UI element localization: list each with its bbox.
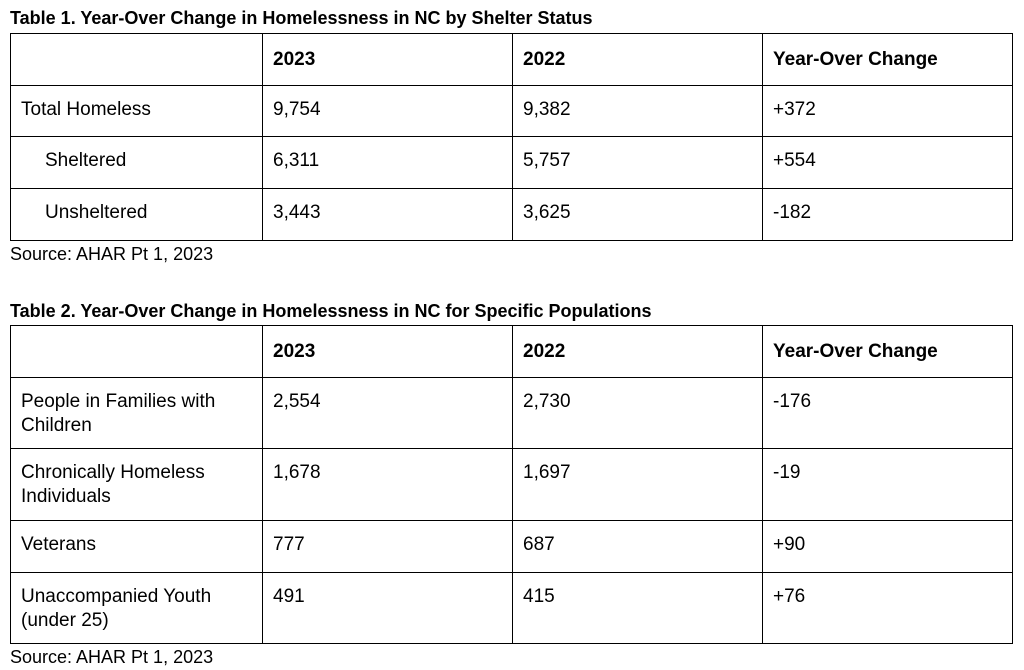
table: 2023 2022 Year-Over Change People in Famili… [10,325,1013,644]
table-cell: 9,754 [262,85,513,137]
header-cell: 2023 [262,325,513,378]
row-label: Total Homeless [10,85,263,137]
header-cell: 2022 [512,325,763,378]
table-cell: +76 [762,572,1013,644]
header-cell: Year-Over Change [762,33,1013,86]
table-cell: 5,757 [512,136,763,189]
table-row: Unsheltered 3,443 3,625 -182 [10,188,1013,241]
header-row: 2023 2022 Year-Over Change [10,33,1013,86]
header-cell [10,33,263,86]
table-row: Veterans 777 687 +90 [10,520,1013,573]
table-cell: 9,382 [512,85,763,137]
source-note: Source: AHAR Pt 1, 2023 [10,647,214,667]
table-cell: 2,730 [512,377,763,449]
table-title: Table 1. Year-Over Change in Homelessnes… [10,8,593,28]
table-cell: 3,443 [262,188,513,241]
row-label: Unaccompanied Youth (under 25) [10,572,263,644]
row-label: Sheltered [10,136,263,189]
header-cell [10,325,263,378]
row-label: Unsheltered [10,188,263,241]
table-row: Sheltered 6,311 5,757 +554 [10,136,1013,189]
table-cell: 3,625 [512,188,763,241]
table-cell: 491 [262,572,513,644]
table-cell: -182 [762,188,1013,241]
table-cell: 777 [262,520,513,573]
row-label: People in Families with Children [10,377,263,449]
table-row: People in Families with Children 2,554 2,7… [10,377,1013,449]
table-row: Chronically Homeless Individuals 1,678 1,6… [10,448,1013,521]
table-cell: 687 [512,520,763,573]
table-cell: +554 [762,136,1013,189]
table-row: Total Homeless 9,754 9,382 +372 [10,85,1013,137]
table-cell: +90 [762,520,1013,573]
source-note: Source: AHAR Pt 1, 2023 [10,244,214,264]
header-cell: 2022 [512,33,763,86]
table-cell: -176 [762,377,1013,449]
table-cell: 2,554 [262,377,513,449]
table-title: Table 2. Year-Over Change in Homelessnes… [10,301,652,321]
table: 2023 2022 Year-Over Change Total Homeless 9,… [10,33,1013,241]
table-cell: -19 [762,448,1013,521]
header-cell: 2023 [262,33,513,86]
header-cell: Year-Over Change [762,325,1013,378]
table-row: Unaccompanied Youth (under 25) 491 415 +76 [10,572,1013,644]
row-label: Veterans [10,520,263,573]
table-cell: 415 [512,572,763,644]
table-cell: 1,697 [512,448,763,521]
table-cell: 1,678 [262,448,513,521]
row-label: Chronically Homeless Individuals [10,448,263,521]
header-row: 2023 2022 Year-Over Change [10,325,1013,378]
table-cell: +372 [762,85,1013,137]
table-cell: 6,311 [262,136,513,189]
